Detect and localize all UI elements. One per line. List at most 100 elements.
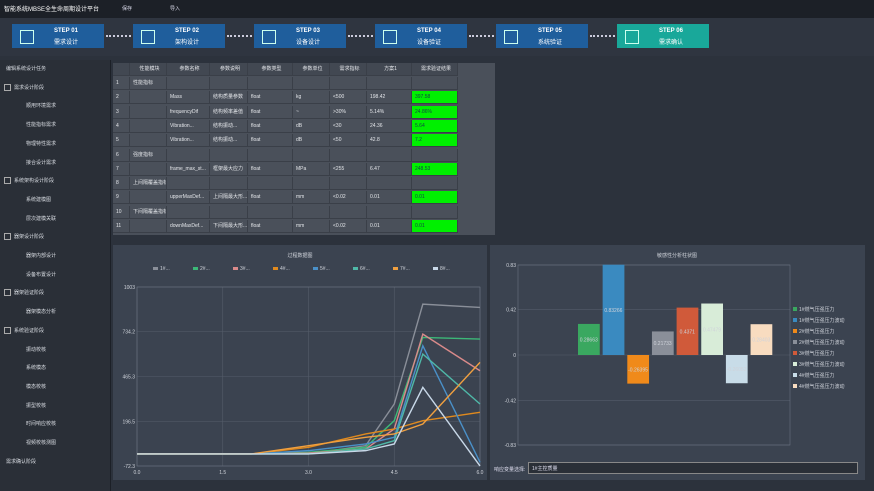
sidebar-item[interactable]: 系统验证阶段 (14, 327, 45, 334)
y-tick-label: 734.2 (122, 330, 135, 336)
sidebar-item[interactable]: 视频校核测图 (26, 440, 57, 446)
sidebar-item[interactable]: 振动校核 (26, 346, 47, 353)
sidebar: 编辑系统设计任务 需求设计阶段 顺用环境需求 性能指标需求 物理特性需求 接合设计需求 系统… (0, 60, 111, 491)
legend-swatch (793, 373, 797, 377)
result-cell: 24.86% (412, 105, 458, 119)
sidebar-item[interactable]: 系统模态 (26, 365, 47, 372)
sidebar-item[interactable]: 设备布置设计 (26, 271, 57, 278)
sidebar-item[interactable]: 系统架构设计阶段 (14, 178, 55, 185)
cell: frame_max_st... (167, 162, 210, 176)
selector[interactable]: 1#主控质量 (528, 462, 858, 474)
legend-swatch (793, 340, 797, 344)
step: STEP 06 需求确认 (617, 24, 709, 48)
menu-import[interactable]: 导入 (170, 6, 181, 12)
legend-swatch (793, 384, 797, 388)
bar-chart: 敏感性分析柱状图 -0.83 -0.42 0 0.42 0.83 0.28663 1#燃气压强… (505, 252, 845, 449)
sidebar-item[interactable]: 时间响应校核 (26, 421, 57, 428)
header-cell: 需求验证结果 (412, 63, 458, 76)
sidebar-item[interactable]: 系统建模图 (26, 196, 52, 203)
cell: ~ (293, 105, 330, 119)
legend-swatch (793, 362, 797, 366)
sidebar-item[interactable]: 性能指标需求 (26, 122, 57, 129)
step-arrow (227, 35, 252, 37)
sidebar-item[interactable]: 模态校核 (26, 383, 47, 390)
legend-label: 1#... (160, 266, 170, 272)
step-icon (625, 30, 639, 44)
cell: 结构质量参数 (210, 91, 248, 105)
header-cell: 参数类型 (248, 63, 293, 76)
legend-swatch (393, 267, 398, 270)
legend-label: 4#燃气压强压力 (799, 372, 835, 379)
cell (130, 105, 167, 119)
bar-panel: 敏感性分析柱状图 -0.83 -0.42 0 0.42 0.83 0.28663 1#燃气压强… (490, 245, 865, 480)
selector-label: 响应变量选择: (494, 467, 526, 473)
cell (412, 77, 458, 90)
cell: >30% (330, 105, 367, 119)
row-index: 3 (113, 105, 130, 119)
y-tick-label: 0 (513, 353, 516, 359)
cell (330, 148, 367, 162)
sidebar-item[interactable]: 器架内部设计 (26, 253, 57, 259)
legend-label: 3#... (240, 266, 250, 272)
bar (651, 331, 674, 355)
bar-value-label: 0.28663 (580, 337, 598, 343)
cell: 结构振动... (210, 119, 248, 133)
x-tick-label: 1.5 (219, 470, 226, 476)
cell: 结构频率差值 (210, 105, 248, 119)
y-tick-label: 1003 (124, 285, 135, 291)
step-arrow (590, 35, 615, 37)
cell: mm (293, 191, 330, 205)
sidebar-item[interactable]: 需求确认阶段 (6, 458, 37, 465)
step-label: 需求确认 (659, 40, 684, 46)
cell (248, 148, 293, 162)
legend-label: 7#... (400, 266, 410, 272)
legend-label: 6#... (360, 266, 370, 272)
legend-swatch (793, 351, 797, 355)
sidebar-item[interactable]: 物理特性需求 (26, 140, 57, 147)
bar (578, 323, 600, 355)
legend-swatch (433, 267, 438, 270)
x-tick-label: 4.5 (391, 470, 398, 476)
line-series (137, 386, 481, 467)
group-cell: 下间隔覆盖指标 (130, 205, 167, 219)
step: STEP 03 设备设计 (254, 24, 346, 48)
bar-value-label: 0.4371 (680, 329, 696, 335)
step-arrow (348, 35, 373, 37)
header-cell: 参数单位 (293, 63, 330, 76)
table: 性能模块 参数名称 参数说明 参数类型 参数单位 需求指标 方案1 需求验证结果 1 性能指标 2 M… (113, 63, 495, 235)
bar (602, 264, 625, 355)
menu-save[interactable]: 保存 (122, 6, 133, 12)
cell (330, 77, 367, 90)
cell: MPa (293, 162, 330, 176)
y-tick-label: 0.42 (506, 307, 516, 313)
cell (367, 205, 412, 219)
sidebar-item[interactable]: 编辑系统设计任务 (6, 66, 47, 72)
sidebar-item[interactable]: 器架模态分析 (26, 309, 57, 316)
cell: frequencyDif (167, 105, 210, 119)
sidebar-item[interactable]: 层次建模关联 (26, 215, 57, 222)
sidebar-item[interactable]: 器架验证阶段 (14, 290, 45, 297)
expand-icon (4, 83, 11, 91)
sidebar-item[interactable]: 振型校核 (26, 402, 47, 409)
cell (330, 205, 367, 219)
cell: dB (293, 134, 330, 148)
sidebar-item[interactable]: 需求设计阶段 (14, 84, 45, 91)
cell: <30 (330, 119, 367, 133)
sidebar-item[interactable]: 器架设计阶段 (14, 234, 45, 241)
cell (248, 205, 293, 219)
sidebar-item[interactable]: 顺用环境需求 (26, 103, 57, 110)
cell (330, 177, 367, 191)
step-number: STEP 01 (54, 28, 78, 34)
line-panel: 过程数据图 1#... 2#... 3#... 4#... 5#... 6#... 7#...… (113, 245, 487, 480)
app-title: 智能系统MBSE全生命周期设计平台 (4, 7, 100, 13)
bar (725, 355, 748, 384)
legend-swatch (153, 267, 158, 270)
expand-icon (4, 233, 11, 241)
row-index: 6 (113, 148, 130, 162)
cell: float (248, 191, 293, 205)
cell: Vibration... (167, 134, 210, 148)
title-bar: 智能系统MBSE全生命周期设计平台 保存 导入 (0, 0, 874, 18)
header-cell: 需求指标 (330, 63, 367, 76)
sidebar-item[interactable]: 接合设计需求 (26, 159, 57, 166)
